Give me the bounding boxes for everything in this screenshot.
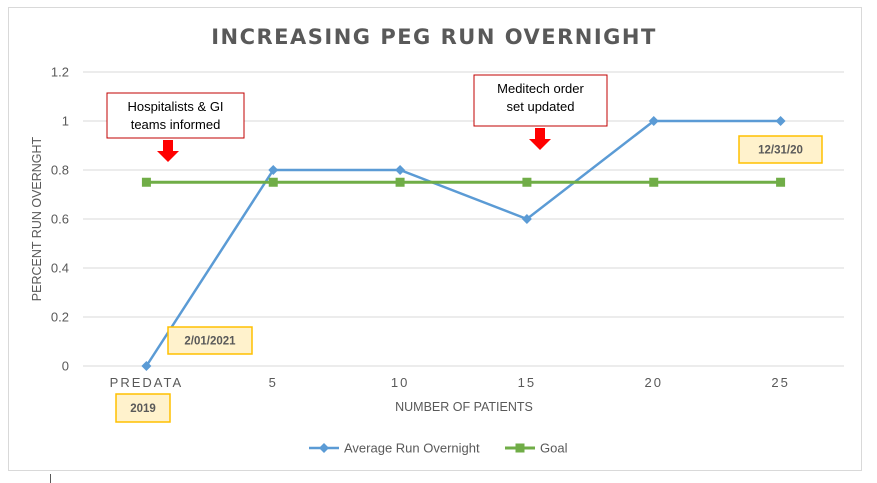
x-tick-label: 25 (771, 375, 789, 390)
x-tick-label: 5 (269, 375, 278, 390)
annotation-text: Hospitalists & GI (127, 99, 223, 114)
annotation-text: set updated (507, 99, 575, 114)
cursor-mark (50, 474, 51, 483)
data-point (395, 165, 406, 175)
x-axis-title: NUMBER OF PATIENTS (395, 400, 533, 414)
data-point (649, 177, 659, 187)
date-label-box (115, 393, 171, 423)
date-label: 12/31/20 (758, 145, 803, 157)
date-label: 2019 (130, 403, 156, 415)
x-tick-label: 20 (645, 375, 663, 390)
annotation-box (106, 92, 245, 139)
x-tick-label: 10 (391, 375, 409, 390)
data-point (776, 177, 786, 187)
data-point (141, 177, 151, 187)
data-point (268, 177, 278, 187)
y-tick-label: 0.4 (51, 261, 69, 276)
y-tick-label: 1.2 (51, 65, 69, 80)
y-tick-label: 0.6 (51, 212, 69, 227)
chart-title: INCREASING PEG RUN OVERNIGHT (211, 25, 657, 49)
series-line-1 (145, 119, 781, 367)
y-axis-title: PERCENT RUN OVERNGHT (30, 136, 44, 301)
down-arrow-icon (529, 128, 551, 150)
annotation-text: Meditech order (497, 81, 584, 96)
annotation-text: teams informed (131, 117, 221, 132)
chart-frame (8, 7, 862, 471)
y-tick-label: 1 (62, 114, 69, 129)
y-tick-label: 0.2 (51, 310, 69, 325)
date-label-box (167, 326, 253, 355)
y-tick-label: 0.8 (51, 163, 69, 178)
date-label: 2/01/2021 (184, 336, 236, 348)
legend-label: Goal (540, 441, 568, 456)
data-point (268, 165, 279, 175)
data-point (522, 177, 532, 187)
data-point (648, 116, 659, 126)
legend-marker (515, 443, 525, 453)
data-point (395, 177, 405, 187)
x-tick-label: 15 (518, 375, 536, 390)
data-point (521, 214, 532, 224)
y-tick-label: 0 (62, 359, 69, 374)
x-tick-label: PREDATA (110, 375, 183, 390)
annotation-box (473, 74, 608, 127)
legend-marker (319, 443, 329, 453)
data-point (775, 116, 786, 126)
date-label-box (738, 135, 823, 164)
data-point (141, 361, 152, 371)
legend-label: Average Run Overnight (344, 441, 480, 456)
down-arrow-icon (157, 140, 179, 162)
